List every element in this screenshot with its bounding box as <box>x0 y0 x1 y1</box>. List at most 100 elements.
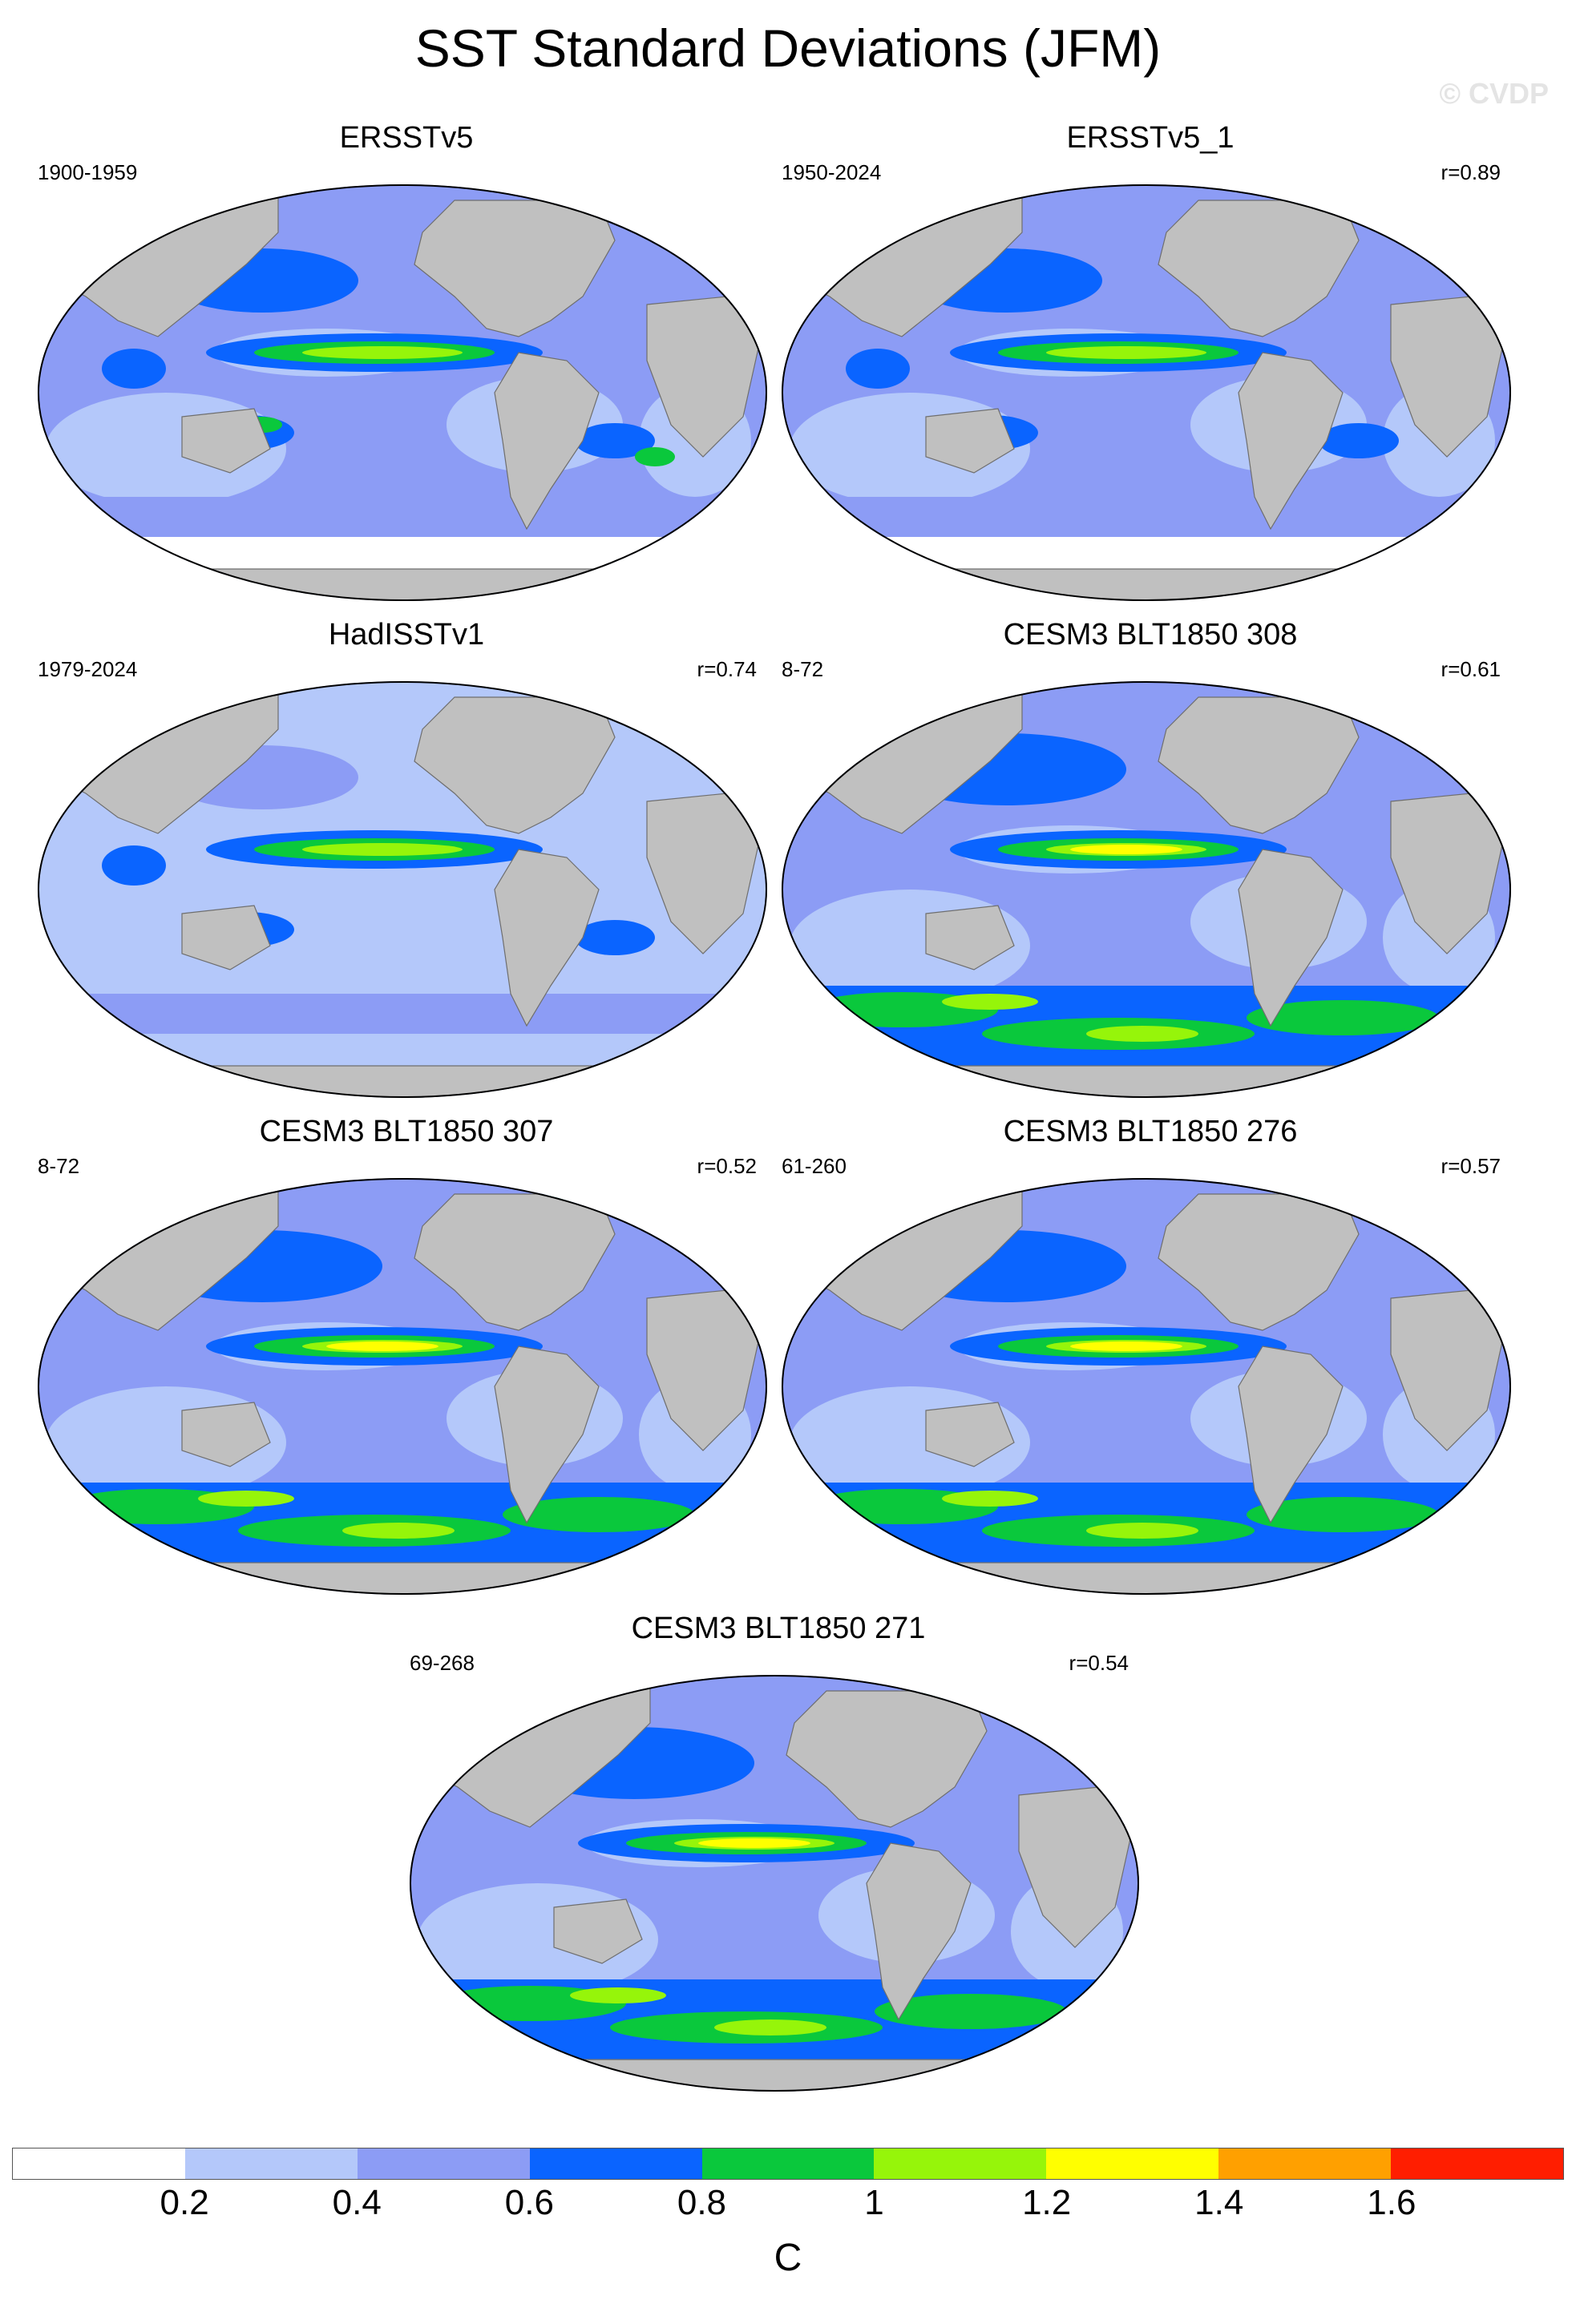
sst-contour <box>302 346 463 359</box>
world-map <box>782 1178 1511 1595</box>
map-panel: CESM3 BLT1850 276 61-260 r=0.57 <box>778 1114 1523 1603</box>
panel-title: CESM3 BLT1850 307 <box>259 1115 554 1148</box>
map-border <box>410 1675 1139 2092</box>
sst-contour <box>38 994 767 1034</box>
land-mass <box>782 1065 1511 1098</box>
map-area <box>782 1178 1511 1599</box>
sst-contour <box>342 1523 455 1539</box>
map-border <box>38 1178 767 1595</box>
map-panel: CESM3 BLT1850 308 8-72 r=0.61 <box>778 617 1523 1106</box>
colorbar-segment <box>701 2148 875 2179</box>
colorbar-tick-label: 1.2 <box>1022 2183 1072 2222</box>
colorbar-ticks: 0.2 0.4 0.6 0.8 1 1.2 1.4 1.6 <box>12 2183 1564 2231</box>
land-mass <box>414 1193 616 1331</box>
map-border <box>782 1178 1511 1595</box>
pattern-correlation: r=0.54 <box>1069 1651 1129 1675</box>
land-mass <box>925 408 1015 474</box>
sst-contour <box>942 1491 1038 1507</box>
map-border <box>782 681 1511 1098</box>
map-border <box>38 681 767 1098</box>
pattern-correlation: r=0.57 <box>1441 1154 1501 1178</box>
land-mass <box>1238 849 1344 1027</box>
world-map <box>782 184 1511 601</box>
sst-contour <box>942 994 1038 1010</box>
sst-contour <box>1086 1026 1198 1042</box>
sst-contour <box>326 1342 438 1351</box>
colorbar-tick-label: 0.2 <box>160 2183 209 2222</box>
colorbar-tick-label: 1.4 <box>1194 2183 1244 2222</box>
land-mass <box>38 568 767 601</box>
panel-period: 8-72 <box>38 1154 80 1178</box>
map-panel: CESM3 BLT1850 307 8-72 r=0.52 <box>34 1114 779 1603</box>
panel-period: 8-72 <box>782 657 824 681</box>
panel-title: CESM3 BLT1850 276 <box>1003 1115 1298 1148</box>
panel-title: CESM3 BLT1850 308 <box>1003 618 1298 652</box>
sst-contour <box>635 447 675 466</box>
sst-contour <box>570 1987 666 2003</box>
land-mass <box>181 905 271 970</box>
map-area <box>782 681 1511 1102</box>
map-panel: ERSSTv5_1 1950-2024 r=0.89 <box>778 120 1523 609</box>
map-panel: CESM3 BLT1850 271 69-268 r=0.54 <box>406 1611 1151 2100</box>
colorbar-segment <box>1046 2148 1219 2179</box>
pattern-correlation: r=0.89 <box>1441 160 1501 184</box>
map-area <box>38 681 767 1102</box>
map-panel: ERSSTv5 1900-1959 <box>34 120 779 609</box>
land-mass <box>181 1402 271 1467</box>
panel-period: 61-260 <box>782 1154 847 1178</box>
map-border <box>782 184 1511 601</box>
sst-contour <box>102 845 166 886</box>
map-panel: HadISSTv1 1979-2024 r=0.74 <box>34 617 779 1106</box>
sst-contour <box>1247 1000 1439 1035</box>
sst-contour <box>1070 845 1182 854</box>
sst-contour <box>875 1994 1067 2029</box>
sst-contour <box>1070 1342 1182 1351</box>
land-mass <box>1238 1346 1344 1524</box>
panel-title: HadISSTv1 <box>328 618 485 652</box>
land-mass <box>1158 1193 1360 1331</box>
land-mass <box>494 849 600 1027</box>
land-mass <box>782 568 1511 601</box>
panel-period: 1950-2024 <box>782 160 882 184</box>
land-mass <box>414 200 616 337</box>
land-mass <box>925 1402 1015 1467</box>
colorbar-segment <box>13 2148 185 2179</box>
colorbar-tick-label: 0.8 <box>677 2183 727 2222</box>
sst-contour <box>1319 423 1399 458</box>
cvdp-watermark: © CVDP <box>1439 77 1549 110</box>
land-mass <box>410 2059 1139 2092</box>
colorbar-segment <box>184 2148 358 2179</box>
colorbar-tick-label: 1 <box>864 2183 884 2222</box>
panel-title: ERSSTv5_1 <box>1066 121 1235 155</box>
sst-contour <box>782 497 1511 537</box>
sst-contour <box>1247 1497 1439 1532</box>
map-area <box>782 184 1511 605</box>
map-area <box>38 184 767 605</box>
colorbar-segment <box>874 2148 1047 2179</box>
world-map <box>410 1675 1139 2092</box>
panel-period: 1900-1959 <box>38 160 138 184</box>
sst-contour <box>198 1491 294 1507</box>
sst-contour <box>102 349 166 389</box>
panel-period: 69-268 <box>410 1651 475 1675</box>
map-border <box>38 184 767 601</box>
colorbar-segment <box>1218 2148 1392 2179</box>
map-area <box>410 1675 1139 2096</box>
sst-contour <box>698 1838 810 1848</box>
pattern-correlation: r=0.52 <box>697 1154 757 1178</box>
land-mass <box>1238 352 1344 531</box>
land-mass <box>866 1842 972 2021</box>
panel-title: ERSSTv5 <box>339 121 474 155</box>
land-mass <box>181 408 271 474</box>
sst-contour <box>714 2019 826 2036</box>
colorbar-segment <box>357 2148 530 2179</box>
sst-contour <box>38 497 767 537</box>
sst-contour <box>846 349 910 389</box>
panel-title: CESM3 BLT1850 271 <box>631 1612 926 1645</box>
colorbar-tick-label: 0.4 <box>332 2183 382 2222</box>
land-mass <box>786 1690 988 1828</box>
sst-contour <box>302 843 463 856</box>
colorbar-unit: C <box>774 2237 802 2279</box>
land-mass <box>1158 696 1360 834</box>
pattern-correlation: r=0.74 <box>697 657 757 681</box>
